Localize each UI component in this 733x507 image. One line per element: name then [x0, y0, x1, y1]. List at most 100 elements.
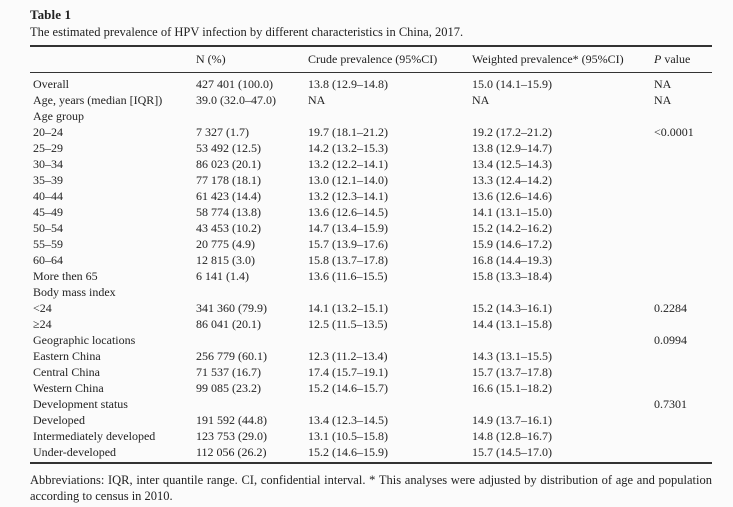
table-row: <24 341 360 (79.9) 14.1 (13.2–15.1) 15.2 (1… [30, 300, 712, 316]
cell-crude: 13.1 (10.5–15.8) [308, 429, 388, 443]
cell-label: More then 65 [33, 269, 98, 283]
cell-p [654, 188, 712, 204]
cell-weighted: 15.0 (14.1–15.9) [472, 77, 552, 91]
cell-label: 35–39 [33, 173, 63, 187]
cell-crude [308, 284, 472, 300]
cell-weighted: 13.6 (12.6–14.6) [472, 189, 552, 203]
cell-crude: 13.8 (12.9–14.8) [308, 77, 388, 91]
cell-crude [308, 332, 472, 348]
cell-crude: NA [308, 93, 326, 107]
cell-weighted: 15.8 (13.3–18.4) [472, 269, 552, 283]
cell-p: NA [654, 77, 672, 91]
cell-p: 0.7301 [654, 397, 687, 411]
cell-label: 25–29 [33, 141, 63, 155]
cell-label: 60–64 [33, 253, 63, 267]
table-footnote: Abbreviations: IQR, inter quantile range… [30, 473, 712, 503]
cell-p [654, 284, 712, 300]
cell-label: Overall [33, 77, 69, 91]
cell-p [654, 156, 712, 172]
cell-n: 39.0 (32.0–47.0) [196, 93, 276, 107]
cell-weighted: 15.7 (13.7–17.8) [472, 365, 552, 379]
cell-n [196, 332, 308, 348]
cell-p [654, 268, 712, 284]
cell-p: 0.2284 [654, 301, 687, 315]
col-header-n-percent: N (%) [196, 46, 308, 73]
cell-label: Intermediately developed [33, 429, 156, 443]
cell-label: Development status [33, 397, 128, 411]
cell-crude: 12.3 (11.2–13.4) [308, 349, 388, 363]
cell-weighted: 14.8 (12.8–16.7) [472, 429, 552, 443]
cell-label: Eastern China [33, 349, 101, 363]
cell-weighted [472, 396, 654, 412]
table-row: Developed 191 592 (44.8) 13.4 (12.3–14.5) 1… [30, 412, 712, 428]
table-row: Central China 71 537 (16.7) 17.4 (15.7–19.… [30, 364, 712, 380]
cell-label: Geographic locations [33, 333, 136, 347]
table-caption: The estimated prevalence of HPV infectio… [30, 25, 464, 39]
cell-crude: 13.2 (12.2–14.1) [308, 157, 388, 171]
cell-p [654, 252, 712, 268]
cell-label: 45–49 [33, 205, 63, 219]
cell-p [654, 428, 712, 444]
col-header-characteristic [30, 46, 196, 73]
cell-p [654, 364, 712, 380]
cell-weighted: 14.9 (13.7–16.1) [472, 413, 552, 427]
cell-crude: 17.4 (15.7–19.1) [308, 365, 388, 379]
cell-label: 30–34 [33, 157, 63, 171]
cell-weighted: 14.1 (13.1–15.0) [472, 205, 552, 219]
cell-label: ≥24 [33, 317, 52, 331]
cell-weighted: 19.2 (17.2–21.2) [472, 125, 552, 139]
table-row: Under-developed 112 056 (26.2) 15.2 (14.6–… [30, 444, 712, 463]
cell-n: 123 753 (29.0) [196, 429, 267, 443]
table-row: Geographic locations 0.0994 [30, 332, 712, 348]
cell-p [654, 204, 712, 220]
cell-p: 0.0994 [654, 333, 687, 347]
cell-label: Body mass index [33, 285, 116, 299]
cell-weighted: 13.4 (12.5–14.3) [472, 157, 552, 171]
cell-label: Western China [33, 381, 104, 395]
cell-n: 43 453 (10.2) [196, 221, 261, 235]
col-header-p-value: P value [654, 46, 712, 73]
cell-crude: 15.2 (14.6–15.9) [308, 445, 388, 459]
table-row: Overall 427 401 (100.0) 13.8 (12.9–14.8) 15… [30, 73, 712, 93]
cell-crude: 14.7 (13.4–15.9) [308, 221, 388, 235]
hpv-prevalence-table: N (%) Crude prevalence (95%CI) Weighted … [30, 45, 712, 464]
table-row: ≥24 86 041 (20.1) 12.5 (11.5–13.5) 14.4 (13… [30, 316, 712, 332]
cell-crude: 15.8 (13.7–17.8) [308, 253, 388, 267]
cell-p: NA [654, 93, 672, 107]
cell-crude: 15.2 (14.6–15.7) [308, 381, 388, 395]
cell-weighted: 13.8 (12.9–14.7) [472, 141, 552, 155]
cell-n: 58 774 (13.8) [196, 205, 261, 219]
cell-n: 427 401 (100.0) [196, 77, 273, 91]
cell-weighted: NA [472, 93, 490, 107]
cell-n [196, 108, 308, 124]
cell-crude: 15.7 (13.9–17.6) [308, 237, 388, 251]
cell-n: 86 041 (20.1) [196, 317, 261, 331]
table-row: Body mass index [30, 284, 712, 300]
cell-weighted: 15.2 (14.2–16.2) [472, 221, 552, 235]
col-header-weighted-prevalence: Weighted prevalence* (95%CI) [472, 46, 654, 73]
cell-label: 55–59 [33, 237, 63, 251]
p-value-italic-p: P [654, 52, 662, 66]
cell-n: 53 492 (12.5) [196, 141, 261, 155]
cell-label: <24 [33, 301, 52, 315]
cell-n: 112 056 (26.2) [196, 445, 267, 459]
cell-weighted: 14.4 (13.1–15.8) [472, 317, 552, 331]
col-header-crude-prevalence: Crude prevalence (95%CI) [308, 46, 472, 73]
cell-n: 86 023 (20.1) [196, 157, 261, 171]
table-row: 40–44 61 423 (14.4) 13.2 (12.3–14.1) 13.6 (… [30, 188, 712, 204]
cell-weighted: 16.8 (14.4–19.3) [472, 253, 552, 267]
table-row: 50–54 43 453 (10.2) 14.7 (13.4–15.9) 15.2 (… [30, 220, 712, 236]
table-row: Eastern China 256 779 (60.1) 12.3 (11.2–13… [30, 348, 712, 364]
table-row: 35–39 77 178 (18.1) 13.0 (12.1–14.0) 13.3 (… [30, 172, 712, 188]
cell-crude: 14.2 (13.2–15.3) [308, 141, 388, 155]
cell-crude: 13.2 (12.3–14.1) [308, 189, 388, 203]
p-value-rest: value [661, 52, 691, 66]
table-row: More then 65 6 141 (1.4) 13.6 (11.6–15.5) 1… [30, 268, 712, 284]
cell-n [196, 396, 308, 412]
table-row: 55–59 20 775 (4.9) 15.7 (13.9–17.6) 15.9 (1… [30, 236, 712, 252]
cell-crude: 13.6 (12.6–14.5) [308, 205, 388, 219]
cell-crude: 13.6 (11.6–15.5) [308, 269, 388, 283]
cell-n [196, 284, 308, 300]
cell-p [654, 236, 712, 252]
